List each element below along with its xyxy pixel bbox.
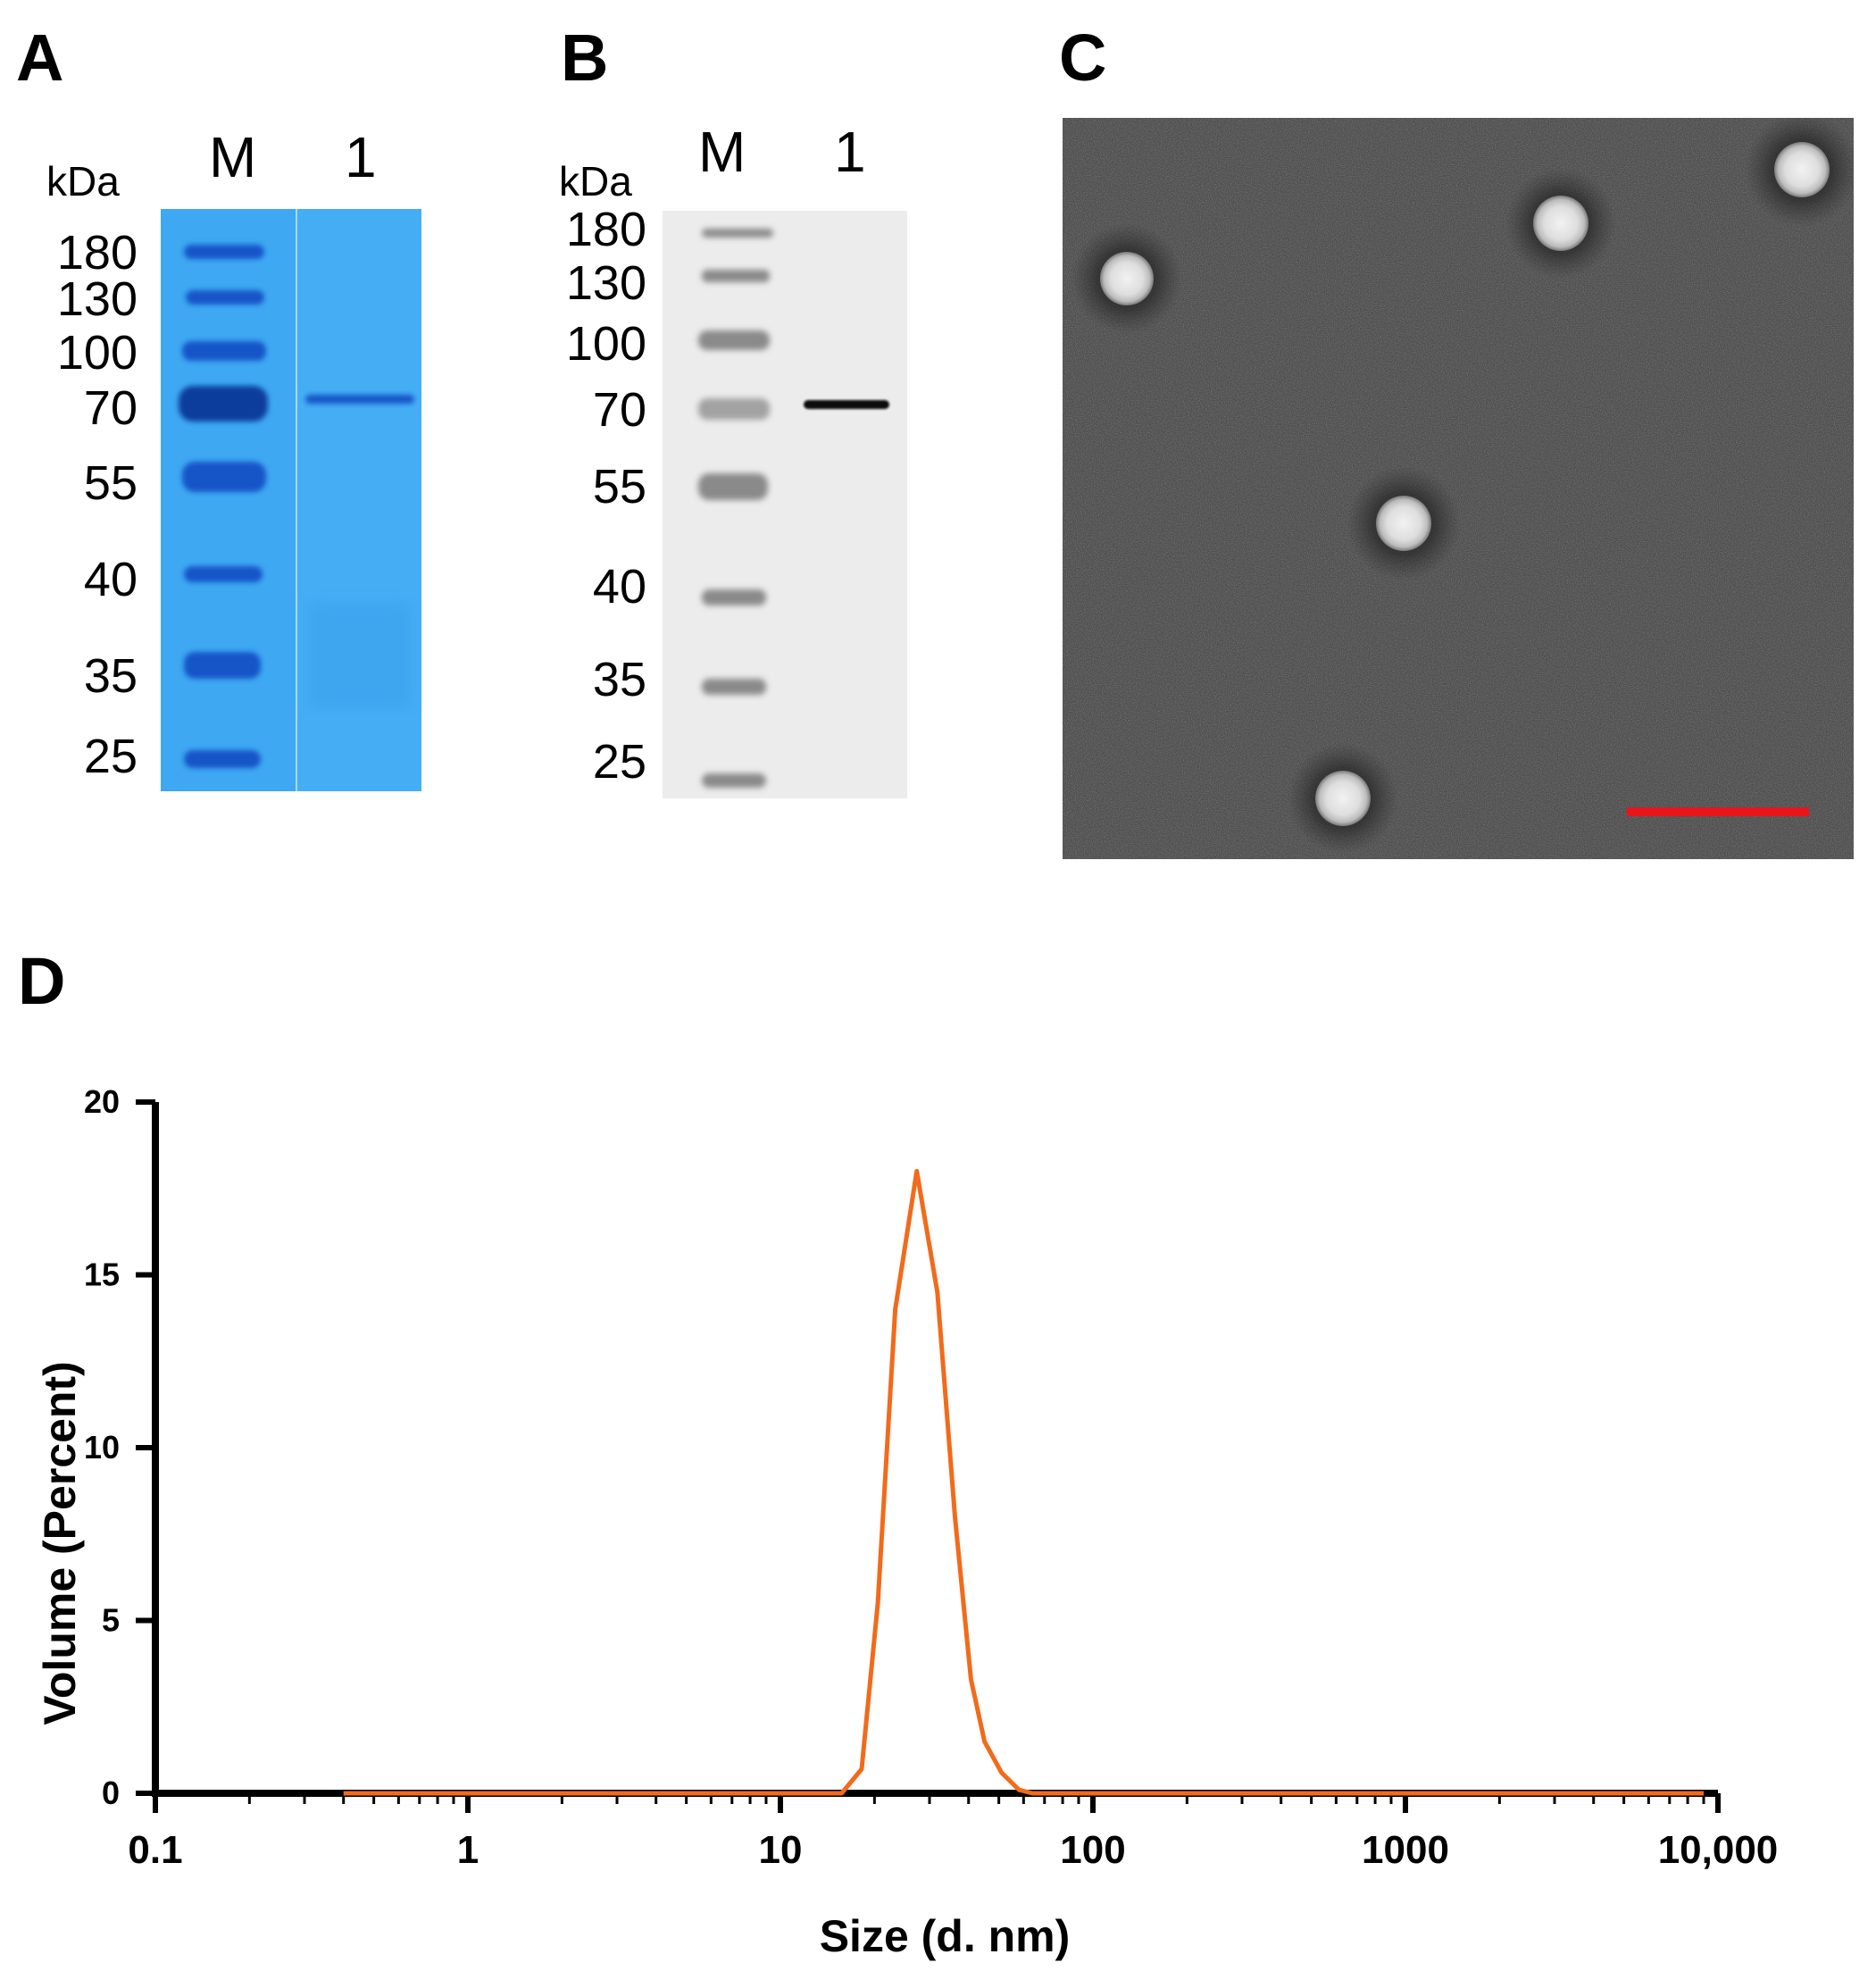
panel-a-marker-100: 100 (56, 326, 138, 380)
y-tick-label: 0 (102, 1775, 120, 1811)
panel-a-marker-35: 35 (83, 649, 138, 703)
sample-band-70 (305, 395, 414, 404)
panel-b-marker-55: 55 (592, 460, 646, 514)
vlp-particle (1100, 252, 1154, 305)
blot-ladder-55 (698, 473, 768, 500)
y-tick-label: 5 (102, 1602, 120, 1639)
panel-b-marker-35: 35 (592, 653, 646, 706)
panel-b-marker-180: 180 (565, 203, 646, 256)
x-tick-label: 10,000 (1658, 1828, 1779, 1872)
vlp-particles (1071, 118, 1854, 854)
y-tick-label: 10 (84, 1429, 120, 1466)
blot-ladder-130 (702, 270, 770, 282)
panel-b-marker-70: 70 (592, 383, 646, 437)
blot-sample-band-70 (804, 400, 889, 409)
panel-a-lane-1: 1 (345, 125, 377, 189)
blot-ladder-180 (702, 229, 773, 238)
ladder-band-180 (184, 245, 264, 259)
panel-a-marker-180: 180 (56, 226, 138, 280)
vlp-particle (1376, 496, 1431, 551)
series-line (343, 1168, 1704, 1796)
western-blot (663, 211, 907, 798)
panel-a-marker-40: 40 (83, 553, 138, 606)
blot-ladder-35 (702, 679, 766, 695)
chart-ylabel: Volume (Percent) (35, 1361, 85, 1725)
panel-b-marker-130: 130 (565, 256, 646, 310)
panel-a-marker-70: 70 (83, 381, 138, 435)
tem-micrograph (1063, 118, 1854, 859)
blot-ladder-40 (702, 589, 766, 605)
ladder-band-25 (184, 750, 261, 768)
chart-xlabel: Size (d. nm) (820, 1911, 1071, 1961)
x-tick-label: 1000 (1362, 1828, 1449, 1872)
panel-a-letter: A (16, 21, 64, 95)
panel-a-marker-25: 25 (83, 730, 138, 783)
x-tick-label: 100 (1060, 1828, 1125, 1872)
ladder-band-55 (182, 462, 266, 492)
panel-b-marker-40: 40 (592, 560, 646, 614)
blot-ladder-25 (702, 773, 766, 788)
vlp-particle (1774, 142, 1830, 197)
ladder-band-35 (184, 652, 261, 679)
y-tick-label: 20 (84, 1083, 120, 1120)
panel-a-marker-130: 130 (56, 272, 138, 326)
vlp-particle (1533, 196, 1588, 251)
panel-c-letter: C (1059, 21, 1107, 95)
sds-page-gel (161, 209, 421, 791)
y-tick-label: 15 (84, 1257, 120, 1293)
panel-b-marker-100: 100 (565, 317, 646, 371)
blot-ladder-70 (698, 398, 770, 420)
panel-a-lane-m: M (209, 125, 257, 189)
ladder-band-70 (179, 386, 268, 422)
panel-a-marker-55: 55 (83, 456, 138, 510)
x-tick-label: 10 (759, 1828, 803, 1872)
ladder-band-40 (184, 566, 263, 582)
dls-size-distribution-chart: 0.1 1 10 100 1000 10,000 0 5 10 15 20 Size (d. nm)… (35, 1083, 1779, 1961)
vlp-particle (1315, 771, 1371, 826)
panel-b-unit: kDa (559, 158, 632, 205)
x-tick-label: 0.1 (128, 1828, 182, 1872)
panel-b-letter: B (561, 21, 609, 95)
panel-a-unit: kDa (46, 158, 120, 205)
panel-d-letter: D (18, 944, 66, 1018)
ladder-band-130 (186, 290, 264, 305)
blot-ladder-100 (698, 330, 770, 350)
scale-bar (1627, 807, 1809, 816)
ladder-band-100 (182, 341, 266, 361)
panel-b-marker-25: 25 (592, 735, 646, 789)
x-tick-label: 1 (457, 1828, 479, 1872)
panel-b-lane-m: M (698, 120, 746, 184)
panel-b-lane-1: 1 (834, 120, 866, 184)
